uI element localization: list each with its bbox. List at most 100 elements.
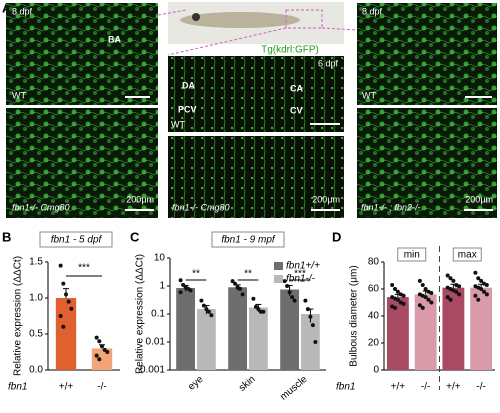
data-point <box>58 314 63 318</box>
data-point <box>479 287 484 291</box>
image-label: WT <box>362 90 376 100</box>
scale-label: 200μm <box>465 194 493 204</box>
significance: *** <box>294 269 306 280</box>
data-point <box>420 305 425 310</box>
data-point <box>454 289 459 294</box>
image-label: WT <box>12 90 26 100</box>
zoom-line <box>167 27 287 56</box>
data-point <box>178 278 183 283</box>
data-point <box>256 307 261 312</box>
micrograph <box>6 3 158 105</box>
y-tick-label: 1.0 <box>29 293 43 304</box>
data-point <box>178 290 183 295</box>
scale-label: 200μm <box>126 194 154 204</box>
data-point <box>451 278 456 283</box>
image-label: PCV <box>178 104 197 114</box>
data-point <box>395 289 400 294</box>
y-tick-label: 80 <box>368 257 380 268</box>
data-point <box>476 297 481 302</box>
legend-swatch <box>274 262 283 270</box>
y-tick-label: 0.5 <box>29 329 43 340</box>
data-point <box>261 309 266 314</box>
data-point <box>287 290 292 295</box>
data-point <box>445 295 450 300</box>
image-label: WT <box>171 119 185 129</box>
data-point <box>308 314 313 319</box>
data-point <box>473 293 478 298</box>
data-point <box>423 295 428 300</box>
data-point <box>473 270 478 275</box>
panel-label: C <box>130 229 140 244</box>
data-point <box>209 313 214 318</box>
legend-label: fbn1+/+ <box>286 261 320 272</box>
data-point <box>282 279 287 284</box>
data-point <box>69 306 74 311</box>
scale-label: 200μm <box>312 194 340 204</box>
data-point <box>401 293 406 298</box>
x-tick-label: +/+ <box>59 382 74 393</box>
data-point <box>240 292 245 297</box>
title-box <box>211 231 285 248</box>
data-point <box>61 324 66 329</box>
bar <box>442 287 465 370</box>
x-tick-label: -/- <box>476 382 485 393</box>
legend-swatch <box>274 275 283 283</box>
data-point <box>395 297 400 302</box>
data-point <box>201 303 206 308</box>
panel-label: D <box>332 229 341 244</box>
data-point <box>285 284 290 288</box>
y-tick-label: 1.5 <box>29 257 43 268</box>
data-point <box>66 299 71 304</box>
panel-a: A Tg(kdrl:GFP) 8 dpf BA WT fbn1-/- Cmg80… <box>2 0 497 218</box>
data-point <box>238 286 243 291</box>
x-tick-label: +/+ <box>391 382 406 393</box>
y-tick-label: 60 <box>368 284 380 295</box>
bar <box>197 309 216 370</box>
micrograph <box>357 3 497 105</box>
data-point <box>448 276 453 281</box>
chart-title: fbn1 - 9 mpf <box>221 235 276 246</box>
data-point <box>97 357 102 362</box>
x-tick-label: muscle <box>278 374 310 403</box>
data-point <box>310 323 315 328</box>
data-point <box>292 298 297 303</box>
y-tick-label: 20 <box>368 338 380 349</box>
zoom-box <box>285 9 323 29</box>
data-point <box>188 288 193 293</box>
image-label: 8 dpf <box>12 6 33 16</box>
x-tick-label: eye <box>186 374 206 393</box>
data-point <box>61 281 66 286</box>
image-label: CV <box>290 105 303 115</box>
data-point <box>393 305 398 310</box>
x-tick-label: +/+ <box>446 382 461 393</box>
micrograph <box>6 108 158 218</box>
bar <box>176 287 195 370</box>
data-point <box>230 279 235 284</box>
y-axis-label: Relative expression (ΔΔCt) <box>135 254 146 374</box>
image-label: 6 dpf <box>318 58 339 68</box>
data-point <box>484 292 489 297</box>
bar <box>470 287 493 370</box>
data-point <box>481 289 486 294</box>
bar <box>249 307 268 370</box>
y-axis-label: Bulbous diameter (μm) <box>349 265 360 366</box>
legend-label: fbn1-/- <box>286 274 316 285</box>
significance: *** <box>78 263 90 274</box>
micrograph <box>357 108 497 218</box>
y-tick-label: 0.0 <box>29 365 43 376</box>
data-point <box>305 307 310 312</box>
micrograph <box>168 56 344 132</box>
bar <box>280 289 299 370</box>
data-point <box>97 339 102 344</box>
data-point <box>94 335 99 340</box>
significance: ** <box>244 269 252 280</box>
group-label: max <box>458 250 477 261</box>
data-point <box>233 281 238 286</box>
data-point <box>303 298 308 303</box>
data-point <box>199 298 204 303</box>
y-tick-label: 0 <box>373 365 379 376</box>
data-point <box>457 284 462 289</box>
bar <box>228 287 247 370</box>
data-point <box>313 340 318 344</box>
data-point <box>181 282 186 287</box>
